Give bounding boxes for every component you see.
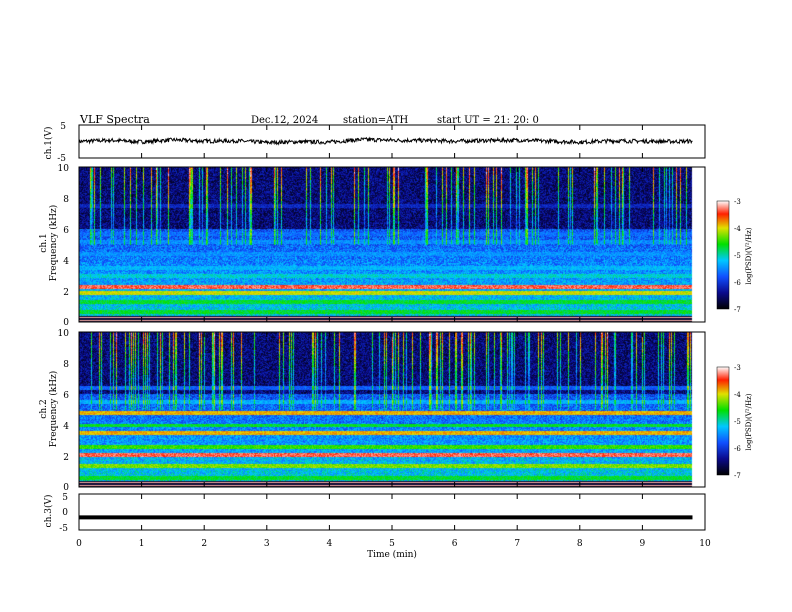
time-axis-ticks: 0 1 2 3 4 5 6 7 8 9 10 bbox=[76, 125, 711, 549]
ch3-waveform-panel: 5 0 -5 ch.3(V) bbox=[43, 493, 706, 534]
ch2-cb-tick-m4: -4 bbox=[734, 391, 741, 399]
ch1-colorbar-gradient bbox=[716, 200, 730, 310]
ch1-waveform-line bbox=[78, 136, 693, 146]
ch2-cb-tick-m5: -5 bbox=[734, 418, 741, 426]
ch2-ytick-10: 10 bbox=[58, 329, 70, 339]
x-tick-label: 8 bbox=[577, 539, 583, 549]
x-tick-label: 0 bbox=[76, 539, 82, 549]
ch2-spectrogram-panel: 10 8 6 4 2 0 ch.2 Frequency (kHz) bbox=[39, 329, 706, 493]
ch2-spec-yticks: 10 8 6 4 2 0 bbox=[58, 329, 70, 493]
ch2-spectrogram-image bbox=[79, 332, 705, 487]
ch1-spec-ylabel: Frequency (kHz) bbox=[48, 205, 59, 282]
x-tick-label: 7 bbox=[514, 539, 520, 549]
x-tick-label: 1 bbox=[139, 539, 145, 549]
ch3-ytick-bottom: -5 bbox=[59, 524, 68, 534]
x-tick-label: 4 bbox=[327, 539, 333, 549]
start-time-label: start UT = 21: 20: 0 bbox=[437, 115, 539, 126]
ch2-ytick-4: 4 bbox=[63, 422, 69, 432]
ch1-spec-channel-label: ch.1 bbox=[39, 233, 49, 252]
figure-title: VLF Spectra bbox=[79, 113, 150, 126]
x-tick-label: 3 bbox=[264, 539, 270, 549]
ch2-cb-tick-m6: -6 bbox=[734, 445, 741, 453]
time-axis-label: Time (min) bbox=[367, 549, 417, 560]
ch1-ytick-bottom: -5 bbox=[57, 154, 66, 164]
ch1-cb-tick-m4: -4 bbox=[734, 225, 741, 233]
x-tick-label: 10 bbox=[699, 539, 711, 549]
ch1-ytick-4: 4 bbox=[63, 257, 69, 267]
ch1-waveform-panel: 5 -5 ch.1(V) bbox=[43, 122, 706, 164]
ch1-cb-tick-m3: -3 bbox=[734, 198, 741, 206]
ch1-spectrogram-panel: 10 8 6 4 2 0 ch.1 Frequency (kHz) bbox=[39, 164, 706, 328]
ch3-waveform-frame bbox=[78, 493, 706, 531]
ch2-ytick-8: 8 bbox=[63, 360, 69, 370]
ch1-spectrogram-image bbox=[79, 167, 705, 322]
ch2-spec-channel-label: ch.2 bbox=[39, 399, 49, 418]
ch3-ytick-top: 5 bbox=[62, 493, 68, 503]
ch1-ytick-top: 5 bbox=[60, 122, 66, 132]
x-tick-label: 2 bbox=[201, 539, 207, 549]
ch2-colorbar-gradient bbox=[716, 366, 730, 476]
ch2-ytick-0: 0 bbox=[63, 483, 69, 493]
ch1-ytick-2: 2 bbox=[63, 288, 69, 298]
x-tick-label: 6 bbox=[452, 539, 458, 549]
x-tick-label: 9 bbox=[640, 539, 646, 549]
station-label: station=ATH bbox=[343, 115, 409, 126]
ch2-cb-tick-m7: -7 bbox=[734, 472, 741, 480]
ch2-ytick-6: 6 bbox=[63, 391, 69, 401]
ch1-waveform-trace bbox=[78, 136, 693, 146]
x-tick-label: 5 bbox=[389, 539, 395, 549]
ch3-waveform-ylabel: ch.3(V) bbox=[43, 495, 54, 528]
ch3-ytick-mid: 0 bbox=[62, 508, 68, 518]
ch1-ytick-0: 0 bbox=[63, 318, 69, 328]
ch1-colorbar: -3 -4 -5 -6 -7 log(PSD)(V²/Hz) bbox=[716, 198, 753, 314]
ch2-ytick-2: 2 bbox=[63, 453, 69, 463]
ch1-cb-tick-m5: -5 bbox=[734, 252, 741, 260]
ch2-colorbar: -3 -4 -5 -6 -7 log(PSD)(V²/Hz) bbox=[716, 364, 753, 480]
ch1-colorbar-label: log(PSD)(V²/Hz) bbox=[745, 227, 753, 284]
ch2-spec-ylabel: Frequency (kHz) bbox=[48, 371, 59, 448]
ch1-waveform-ylabel: ch.1(V) bbox=[43, 127, 54, 160]
ch2-cb-tick-m3: -3 bbox=[734, 364, 741, 372]
ch2-colorbar-label: log(PSD)(V²/Hz) bbox=[745, 393, 753, 450]
ch1-cb-tick-m7: -7 bbox=[734, 306, 741, 314]
ch1-cb-tick-m6: -6 bbox=[734, 279, 741, 287]
ch1-spec-yticks: 10 8 6 4 2 0 bbox=[58, 164, 70, 328]
ch1-ytick-8: 8 bbox=[63, 195, 69, 205]
date-label: Dec.12, 2024 bbox=[251, 115, 318, 126]
ch1-ytick-10: 10 bbox=[58, 164, 70, 174]
ch1-ytick-6: 6 bbox=[63, 226, 69, 236]
